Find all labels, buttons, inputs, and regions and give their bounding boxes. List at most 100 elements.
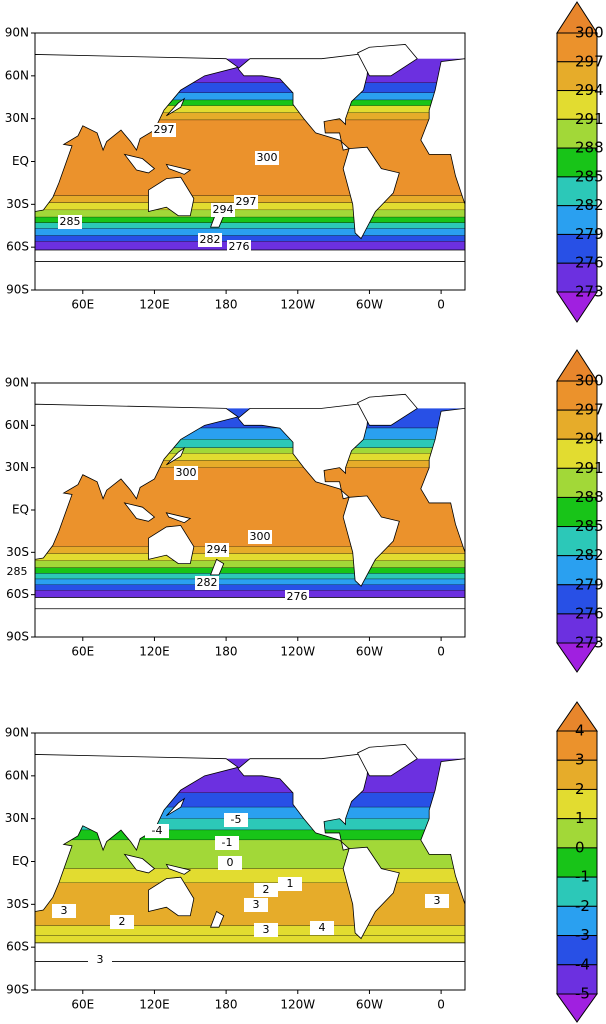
colorbar-box (556, 555, 598, 586)
lat-label: 30S (6, 197, 29, 211)
land (35, 403, 239, 560)
contour-label-bg (254, 923, 278, 937)
lat-label: EQ (12, 854, 29, 868)
contour-label: 294 (213, 203, 234, 216)
lon-label: 120W (280, 298, 315, 312)
colorbar-label: 291 (575, 459, 604, 477)
lon-label: 120W (280, 645, 315, 659)
ocean-band (35, 553, 465, 561)
colorbar-label: 294 (575, 430, 604, 448)
lat-label: 60S (6, 940, 29, 954)
ocean-band (35, 925, 465, 936)
land (35, 54, 239, 212)
contour-label-bg (278, 877, 302, 891)
contour-label-bg (255, 151, 279, 165)
land (123, 853, 156, 874)
land (35, 261, 465, 290)
contour-label: 282 (200, 233, 221, 246)
ocean-band (35, 590, 465, 598)
colorbar-label: 276 (575, 604, 604, 622)
contour-label: 2 (119, 915, 126, 928)
contour-label: 282 (197, 576, 218, 589)
colorbar-label: -5 (575, 985, 590, 1003)
lat-label: 90N (5, 726, 29, 740)
colorbar-box (556, 496, 598, 528)
land (356, 744, 418, 777)
colorbar-label: 285 (575, 167, 604, 185)
colorbar-box (556, 847, 598, 878)
colorbar-label: 300 (575, 372, 604, 390)
ocean-band (35, 453, 465, 461)
lat-label: 90N (5, 376, 29, 390)
ocean-band (35, 217, 465, 223)
contour-label-bg (88, 953, 112, 967)
contour-label: 3 (97, 953, 104, 966)
ocean-band (35, 840, 465, 869)
contour-label-bg (234, 195, 258, 209)
ocean-band (35, 460, 465, 468)
land (210, 910, 225, 928)
contour-label-bg (244, 898, 268, 912)
land (166, 446, 186, 466)
colorbar-label: 0 (575, 838, 585, 856)
land (342, 846, 400, 940)
lon-label: 180 (215, 298, 238, 312)
colorbar-label: 279 (575, 575, 604, 593)
contour-label-bg (198, 233, 222, 247)
contour-label: 300 (257, 151, 278, 164)
ocean-band (35, 868, 465, 883)
lon-label: 120E (139, 998, 170, 1012)
colorbar-box (556, 730, 598, 761)
ocean-band (35, 830, 465, 841)
lat-label: EQ (12, 503, 29, 517)
colorbar-box (556, 409, 598, 440)
contour-label-bg (152, 123, 176, 137)
colorbar-box (556, 584, 598, 615)
land (123, 502, 156, 522)
colorbar-box (556, 759, 598, 790)
contour-label-bg (248, 530, 272, 544)
land (35, 961, 465, 990)
colorbar-box (556, 262, 598, 293)
contour-label: 300 (250, 530, 271, 543)
land (342, 495, 400, 587)
colorbar-box (556, 118, 598, 149)
colorbar-label: -2 (575, 897, 590, 915)
lat-label: 90S (6, 283, 29, 297)
lon-label: 60E (71, 998, 94, 1012)
contour-label-bg (174, 466, 198, 480)
land (210, 558, 225, 576)
contour-label: 276 (229, 240, 250, 253)
lon-label: 0 (437, 998, 445, 1012)
ocean-band (35, 567, 465, 574)
contour-label: 294 (207, 543, 228, 556)
colorbar-box (556, 467, 598, 498)
contour-label-bg (5, 565, 29, 579)
colorbar-label: 282 (575, 546, 604, 564)
contour-label: 1 (287, 877, 294, 890)
lon-label: 180 (215, 998, 238, 1012)
lon-label: 60W (356, 298, 383, 312)
land (166, 797, 186, 817)
lon-label: 0 (437, 645, 445, 659)
land (123, 153, 156, 174)
land (165, 863, 192, 875)
ocean-band (35, 935, 465, 943)
ocean-band (35, 447, 465, 454)
lat-label: 30S (6, 897, 29, 911)
land (420, 58, 465, 205)
lon-label: 120W (280, 998, 315, 1012)
contour-label-bg (211, 203, 235, 217)
contour-label-bg (285, 590, 309, 604)
colorbar-label: 4 (575, 722, 585, 740)
contour-label: -5 (231, 813, 242, 826)
contour-label: 3 (263, 923, 270, 936)
lon-label: 120E (139, 645, 170, 659)
colorbar-box (556, 380, 598, 411)
lon-label: 60W (356, 645, 383, 659)
ocean-band (35, 105, 465, 113)
land (420, 758, 465, 905)
lon-label: 60E (71, 645, 94, 659)
colorbar-box (556, 90, 598, 120)
